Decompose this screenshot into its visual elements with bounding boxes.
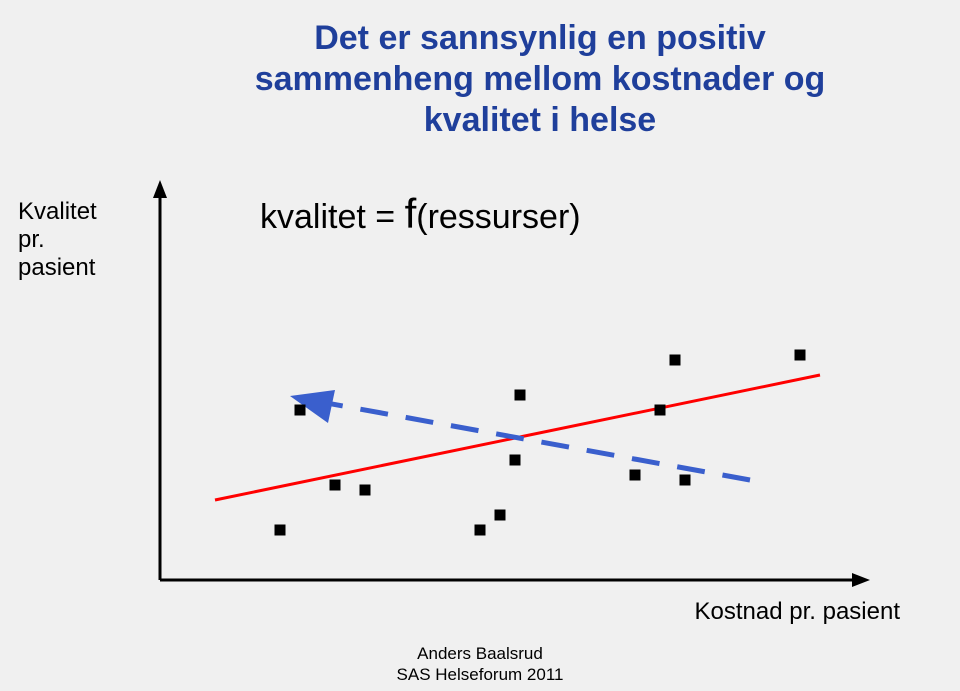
data-point [475,525,486,536]
title-line-1: Det er sannsynlig en positiv [314,19,766,57]
ylabel-3: pasient [18,254,95,281]
title-line-3: kvalitet i helse [424,101,656,139]
data-point [275,525,286,536]
footer-2: SAS Helseforum 2011 [397,665,564,684]
ylabel-1: Kvalitet [18,198,97,225]
data-point [795,350,806,361]
data-point [330,480,341,491]
y-axis-arrow [153,180,167,198]
data-point [515,390,526,401]
slide-title: Det er sannsynlig en positiv sammenheng … [180,18,900,140]
data-point [495,510,506,521]
data-point [655,405,666,416]
data-point [630,470,641,481]
data-point [510,455,521,466]
scatter-chart [130,180,890,610]
data-point [295,405,306,416]
footer: Anders Baalsrud SAS Helseforum 2011 [0,644,960,685]
footer-1: Anders Baalsrud [417,644,543,663]
title-line-2: sammenheng mellom kostnader og [255,60,826,98]
data-point [670,355,681,366]
data-point [680,475,691,486]
slide: Det er sannsynlig en positiv sammenheng … [0,0,960,691]
data-point [360,485,371,496]
ylabel-2: pr. [18,226,45,253]
x-axis-arrow [852,573,870,587]
y-axis-label: Kvalitet pr. pasient [18,198,97,282]
